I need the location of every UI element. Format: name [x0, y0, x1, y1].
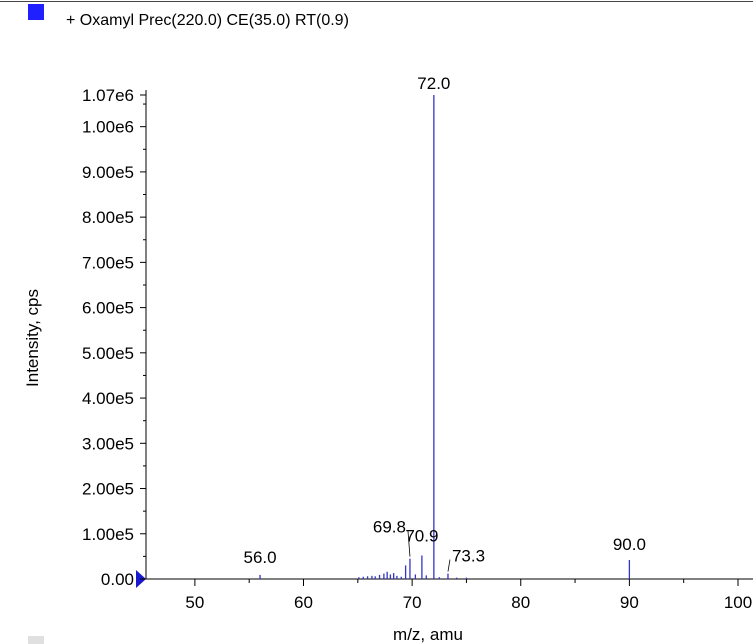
- peaks: [259, 95, 631, 579]
- peak-label: 70.9: [405, 526, 438, 545]
- y-tick-label: 1.00e6: [82, 118, 134, 137]
- peak-label: 73.3: [452, 547, 485, 566]
- ticks: 50 60 70 80 90 100 0.00 1.00e5 2.00e5 3.00e5 4.00e…: [82, 86, 752, 612]
- peak-label: 90.0: [613, 535, 646, 554]
- x-axis-label: m/z, amu: [393, 625, 463, 644]
- legend-swatch-bottom: [28, 636, 44, 644]
- legend-label: + Oxamyl Prec(220.0) CE(35.0) RT(0.9): [66, 12, 349, 29]
- y-tick-label: 4.00e5: [82, 389, 134, 408]
- x-tick-label: 90: [620, 593, 639, 612]
- y-tick-label: 9.00e5: [82, 163, 134, 182]
- x-tick-label: 60: [294, 593, 313, 612]
- peak-labels: 56.0 69.8 70.9 72.0 73.3 90.0: [244, 74, 646, 572]
- y-tick-label: 7.00e5: [82, 253, 134, 272]
- y-tick-label: 6.00e5: [82, 299, 134, 318]
- legend-swatch: [28, 4, 44, 20]
- x-tick-label: 100: [724, 593, 752, 612]
- peak-label: 56.0: [244, 548, 277, 567]
- y-tick-label: 1.00e5: [82, 525, 134, 544]
- y-tick-label: 3.00e5: [82, 434, 134, 453]
- y-tick-label: 1.07e6: [82, 86, 134, 105]
- x-tick-label: 50: [185, 593, 204, 612]
- axes: [136, 90, 753, 588]
- x-tick-label: 80: [511, 593, 530, 612]
- peak-label: 69.8: [373, 518, 406, 537]
- y-tick-label: 2.00e5: [82, 480, 134, 499]
- label-leader: [447, 559, 451, 572]
- label-leader: [407, 530, 411, 557]
- x-tick-label: 70: [403, 593, 422, 612]
- y-tick-label: 8.00e5: [82, 208, 134, 227]
- peak-label: 72.0: [417, 74, 450, 93]
- legend: + Oxamyl Prec(220.0) CE(35.0) RT(0.9): [28, 4, 349, 29]
- y-axis-label: Intensity, cps: [23, 289, 42, 387]
- y-tick-label: 0.00: [101, 570, 134, 589]
- y-tick-label: 5.00e5: [82, 344, 134, 363]
